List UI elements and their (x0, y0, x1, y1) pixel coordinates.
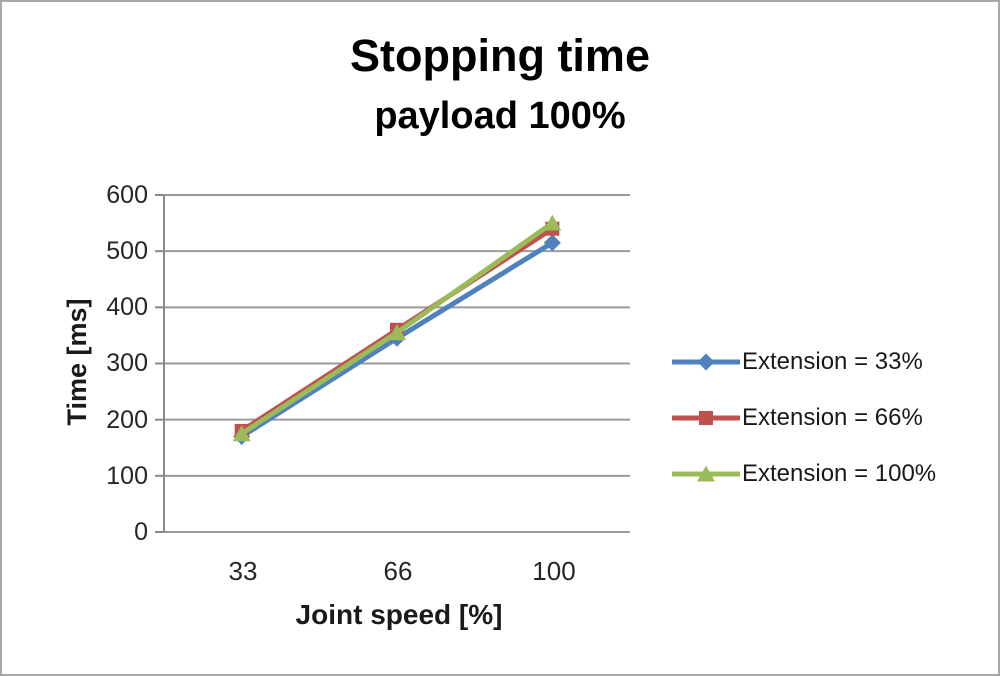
legend-swatch-square-icon (672, 411, 740, 425)
x-tick-100: 100 (532, 556, 576, 586)
legend-item-extension-100: Extension = 100% (672, 459, 936, 489)
legend-swatch-triangle-icon (672, 465, 740, 482)
y-tick-300: 300 (106, 349, 148, 377)
y-tick-400: 400 (106, 293, 148, 321)
legend-marker-diamond (697, 353, 715, 371)
chart-subtitle: payload 100% (374, 95, 626, 137)
series-2-marker-2 (543, 214, 562, 231)
series-2-marker-0 (232, 425, 251, 442)
y-tick-500: 500 (106, 237, 148, 265)
x-axis-title: Joint speed [%] (295, 599, 503, 630)
legend-item-extension-66: Extension = 66% (672, 403, 923, 433)
legend-item-extension-33: Extension = 33% (672, 347, 923, 377)
legend-marker-triangle (697, 465, 715, 482)
chart-title: Stopping time (350, 30, 650, 81)
y-tick-200: 200 (106, 406, 148, 434)
x-tick-66: 66 (383, 556, 413, 586)
y-tick-0: 0 (134, 518, 148, 546)
x-tick-33: 33 (228, 556, 258, 586)
legend-marker-square (699, 411, 713, 425)
legend-label: Extension = 33% (742, 348, 923, 375)
legend-label: Extension = 100% (742, 460, 937, 487)
y-tick-100: 100 (106, 462, 148, 490)
series-2-marker-1 (388, 324, 406, 341)
legend-swatch-diamond-icon (672, 353, 740, 371)
series-0-marker-2 (543, 234, 561, 252)
legend-label: Extension = 66% (742, 404, 923, 431)
y-tick-600: 600 (106, 181, 148, 209)
